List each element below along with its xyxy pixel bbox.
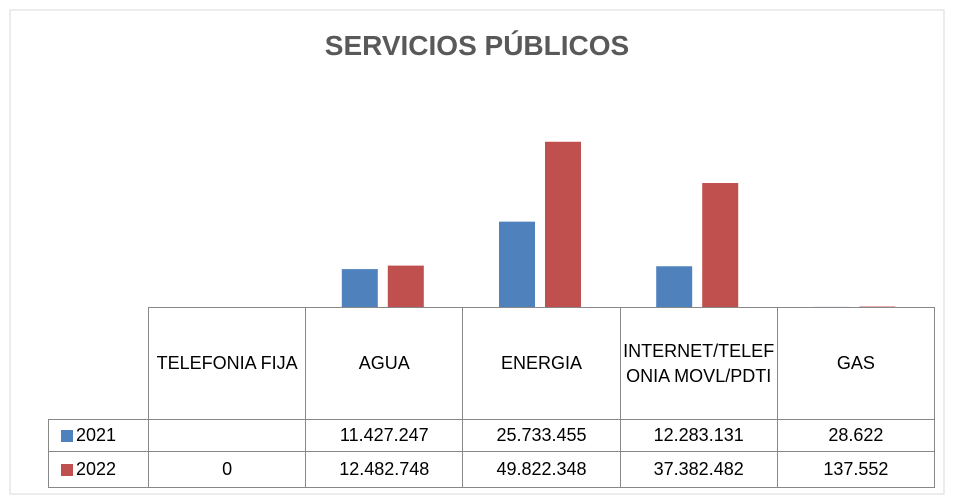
bar	[656, 266, 693, 307]
category-header: INTERNET/TELEFONIA MOVL/PDTI	[619, 307, 778, 420]
bar	[499, 221, 535, 307]
data-table-cell: 28.622	[776, 419, 935, 452]
category-header: GAS	[776, 307, 935, 420]
legend-entry: 2022	[48, 451, 149, 488]
data-table-cell: 0	[148, 451, 307, 488]
data-table-cell	[148, 419, 307, 452]
chart-border	[9, 9, 945, 495]
category-header: AGUA	[305, 307, 464, 420]
bar	[702, 183, 739, 307]
data-table-cell: 49.822.348	[462, 451, 621, 488]
category-header: ENERGIA	[462, 307, 621, 420]
data-table-cell: 12.283.131	[619, 419, 778, 452]
chart-title: SERVICIOS PÚBLICOS	[324, 30, 630, 61]
data-table-cell: 37.382.482	[619, 451, 778, 488]
data-table-cell: 12.482.748	[305, 451, 464, 488]
legend-entry: 2021	[48, 419, 149, 452]
category-header: TELEFONIA FIJA	[148, 307, 307, 420]
bar	[341, 269, 378, 307]
legend-key	[61, 429, 73, 442]
bar	[545, 141, 581, 307]
bar	[387, 265, 424, 307]
data-table-cell: 25.733.455	[462, 419, 621, 452]
legend-label: 2022	[76, 459, 117, 480]
data-table-cell: 11.427.247	[305, 419, 464, 452]
data-table-cell: 137.552	[776, 451, 935, 488]
legend-label: 2021	[76, 425, 117, 446]
legend-key	[61, 463, 73, 476]
